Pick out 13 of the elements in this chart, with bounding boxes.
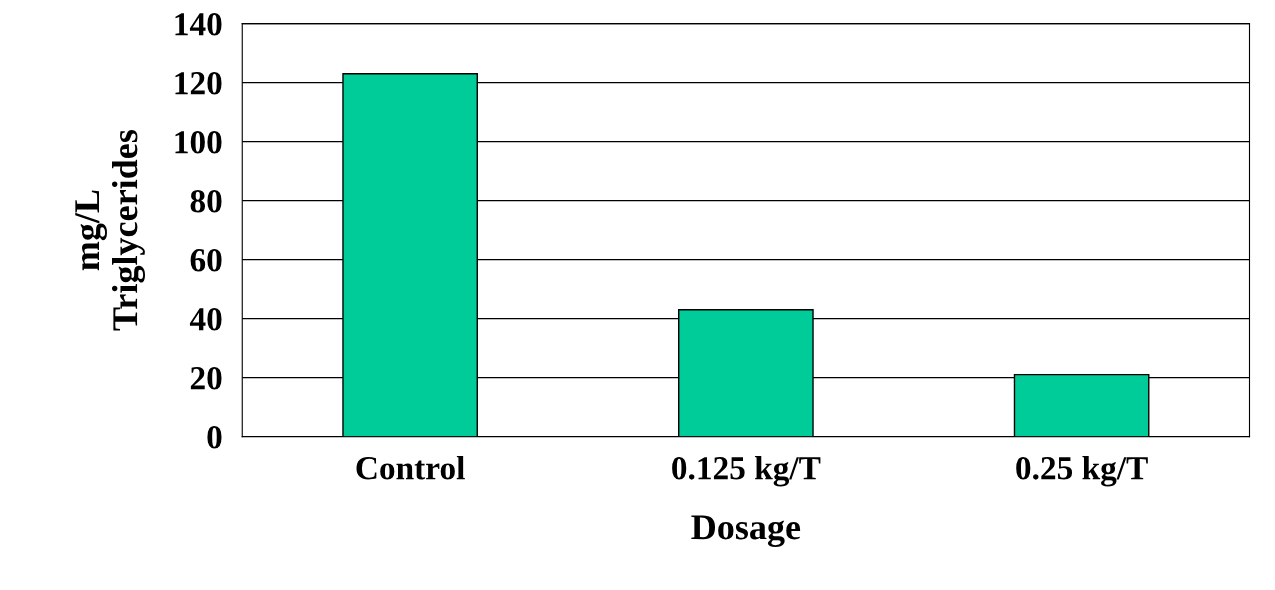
x-tick-label: 0.125 kg/T: [672, 456, 821, 487]
y-tick-label: 0: [207, 426, 222, 449]
y-tick-label: 140: [175, 13, 222, 36]
x-tick-label: 0.25 kg/T: [1016, 456, 1148, 487]
x-tick-label: Control: [356, 456, 465, 480]
y-tick-label: 120: [175, 72, 222, 95]
y-tick-label: 80: [190, 190, 222, 213]
y-tick-label: 40: [189, 308, 222, 331]
y-axis-title: mg/L Triglycerides: [75, 130, 146, 331]
y-tick-label: 20: [190, 367, 222, 390]
x-axis-title: Dosage: [691, 515, 801, 548]
y-tick-label: 100: [175, 131, 222, 154]
y-tick-label: 60: [190, 249, 222, 272]
